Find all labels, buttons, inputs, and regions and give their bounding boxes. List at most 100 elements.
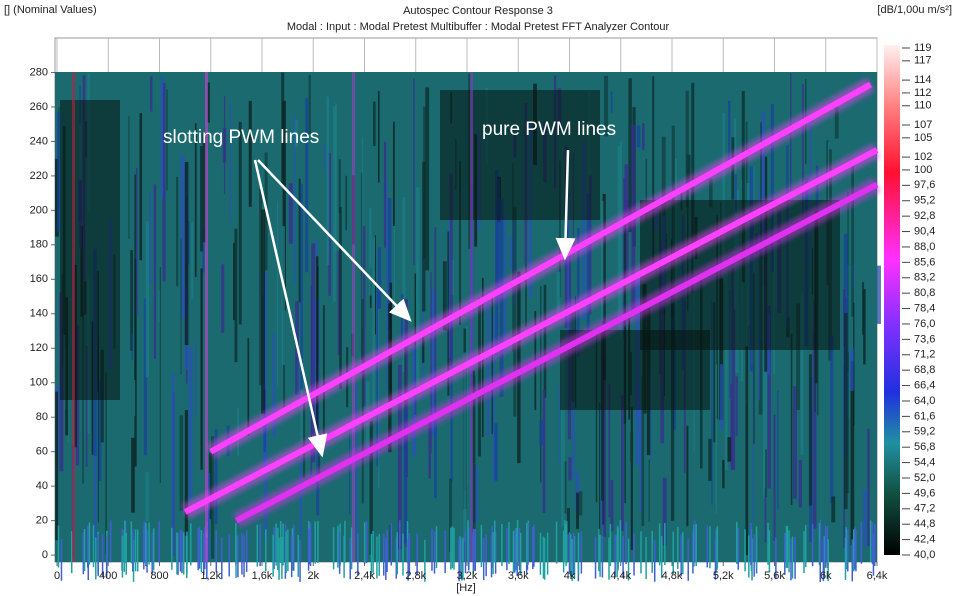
texture [467,520,469,563]
texture [514,530,516,573]
texture [86,525,89,568]
texture [796,303,800,410]
texture [822,539,825,582]
texture [568,532,571,575]
texture [180,238,182,375]
texture [852,264,854,289]
texture [431,528,433,571]
texture [407,538,409,581]
texture [513,207,517,417]
texture [403,408,408,544]
texture [422,161,426,312]
texture [282,100,286,311]
colorbar-tick-label: 54,4 [914,456,935,468]
texture [567,508,570,535]
colorbar-tick-label: 112 [914,87,932,99]
texture [775,537,777,580]
texture [494,520,496,563]
texture [206,473,211,561]
texture [630,407,633,550]
texture [716,527,718,570]
texture [248,100,252,207]
texture [302,398,306,478]
texture [851,160,854,317]
texture [135,167,138,317]
texture [70,531,73,574]
y-tick-label: 200 [30,204,48,216]
texture [628,78,632,232]
texture [153,184,157,359]
y-tick-label: 280 [30,66,48,78]
texture [425,87,430,271]
texture [300,382,304,444]
harmonic [352,72,355,562]
texture [725,270,728,470]
texture [572,532,575,575]
texture [200,530,203,573]
texture [105,372,107,555]
harmonic [205,72,208,562]
texture [390,523,393,566]
texture [187,220,190,265]
texture [450,308,453,483]
texture [827,539,829,582]
texture [297,534,299,577]
texture [132,539,135,582]
texture [622,536,624,579]
texture [97,335,99,523]
texture [773,414,776,541]
texture [719,364,724,430]
texture [609,524,612,567]
texture [323,305,325,444]
texture [800,292,804,455]
texture [694,520,696,563]
texture [745,346,749,556]
texture [610,91,613,113]
texture [608,537,610,580]
texture [339,207,342,389]
texture [424,539,426,582]
texture [377,90,380,183]
x-tick-label: 2,8k [405,570,426,582]
texture [871,522,874,565]
texture [843,313,848,510]
y-tick-label: 60 [36,446,48,458]
texture [422,333,425,363]
texture [272,333,276,438]
texture [361,299,364,504]
texture [243,535,245,578]
texture [276,201,279,386]
texture [362,225,366,407]
texture [706,525,709,568]
texture [692,531,694,574]
texture [128,115,130,240]
texture [486,297,490,437]
texture [372,530,374,573]
texture [55,72,881,582]
texture [233,242,235,321]
texture [297,361,299,399]
y-tick-label: 0 [42,549,48,561]
texture [177,532,179,575]
x-tick-label: 3,6k [508,570,529,582]
harmonic [72,72,75,562]
texture [376,536,378,579]
texture [577,532,580,575]
texture [735,376,738,437]
texture [388,303,392,453]
texture [285,531,287,574]
texture [741,90,745,283]
texture [151,532,153,575]
y-tick-label: 240 [30,135,48,147]
texture [564,520,566,563]
texture [619,520,622,563]
x-tick-label: 1,6k [252,570,273,582]
texture [207,82,210,123]
texture [176,176,179,287]
texture [753,272,755,444]
texture [238,121,242,325]
texture [385,537,387,580]
colorbar-tick-label: 83,2 [914,272,935,284]
colorbar-tick-label: 40,0 [914,549,935,561]
texture [491,295,493,435]
